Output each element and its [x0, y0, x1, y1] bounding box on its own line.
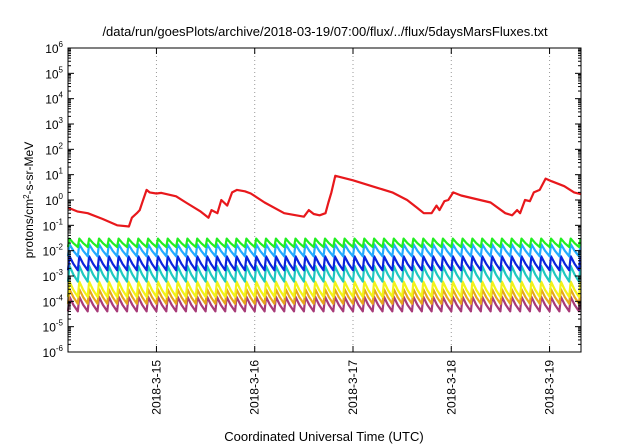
y-tick-exp: -4: [56, 293, 64, 302]
y-tick-exp: 2: [59, 141, 64, 150]
series-lines: [66, 174, 582, 313]
x-tick-label: 2018-3-17: [346, 360, 360, 415]
series-line: [66, 280, 582, 298]
y-tick-base: 10: [43, 270, 57, 284]
series-line: [66, 255, 582, 272]
y-tick-labels: 10-610-510-410-310-210-11001011021031041…: [43, 40, 64, 360]
y-tick-exp: 6: [59, 40, 64, 49]
y-tick-label: 106: [45, 40, 63, 56]
y-tick-base: 10: [43, 219, 57, 233]
grid-lines: [155, 48, 551, 352]
x-tick-labels: 2018-3-15 2018-3-16 2018-3-17 2018-3-18 2018…: [149, 360, 556, 415]
y-tick-base: 10: [45, 118, 59, 132]
y-tick-label: 10-5: [43, 319, 64, 335]
y-tick-label: 100: [45, 192, 63, 208]
x-tick-label: 2018-3-19: [543, 360, 557, 415]
x-axis-label: Coordinated Universal Time (UTC): [224, 429, 423, 444]
y-tick-base: 10: [45, 42, 59, 56]
series-line: [66, 264, 582, 283]
y-axis-label-base: protons/cm: [22, 199, 36, 258]
plot-frame: [67, 47, 582, 353]
y-tick-exp: -2: [56, 243, 64, 252]
y-tick-base: 10: [43, 321, 57, 335]
y-tick-exp: 0: [59, 192, 64, 201]
y-tick-exp: -1: [56, 217, 64, 226]
y-axis-label: protons/cm2-s-sr-MeV: [22, 142, 37, 258]
y-tick-base: 10: [43, 245, 57, 259]
y-tick-label: 102: [45, 141, 63, 157]
x-tick-label: 2018-3-16: [248, 360, 262, 415]
y-axis-label-rest: -s-sr-MeV: [22, 142, 36, 195]
y-tick-exp: -3: [56, 268, 64, 277]
y-tick-base: 10: [45, 169, 59, 183]
y-tick-exp: 1: [59, 167, 64, 176]
y-tick-exp: -5: [56, 319, 64, 328]
y-tick-label: 104: [45, 91, 63, 107]
y-tick-label: 10-2: [43, 243, 64, 259]
y-axis-label-sup: 2: [22, 194, 31, 199]
y-tick-base: 10: [43, 346, 57, 360]
series-line: [66, 243, 582, 258]
y-tick-label: 10-6: [43, 344, 64, 360]
y-tick-label: 103: [45, 116, 63, 132]
y-tick-base: 10: [45, 93, 59, 107]
y-tick-label: 10-4: [43, 293, 64, 309]
series-line: [67, 174, 582, 228]
y-tick-label: 10-1: [43, 217, 64, 233]
y-tick-base: 10: [45, 67, 59, 81]
y-tick-base: 10: [43, 295, 57, 309]
x-tick-label: 2018-3-18: [444, 360, 458, 415]
y-tick-exp: 4: [59, 91, 64, 100]
y-tick-label: 101: [45, 167, 63, 183]
series-line: [66, 237, 582, 249]
y-tick-label: 10-3: [43, 268, 64, 284]
x-tick-label: 2018-3-15: [149, 360, 163, 415]
y-tick-base: 10: [45, 143, 59, 157]
y-tick-exp: -6: [56, 344, 64, 353]
y-tick-base: 10: [45, 194, 59, 208]
y-tick-exp: 3: [59, 116, 64, 125]
y-tick-label: 105: [45, 65, 63, 81]
chart-title: /data/run/goesPlots/archive/2018-03-19/0…: [102, 24, 548, 39]
y-tick-exp: 5: [59, 65, 64, 74]
